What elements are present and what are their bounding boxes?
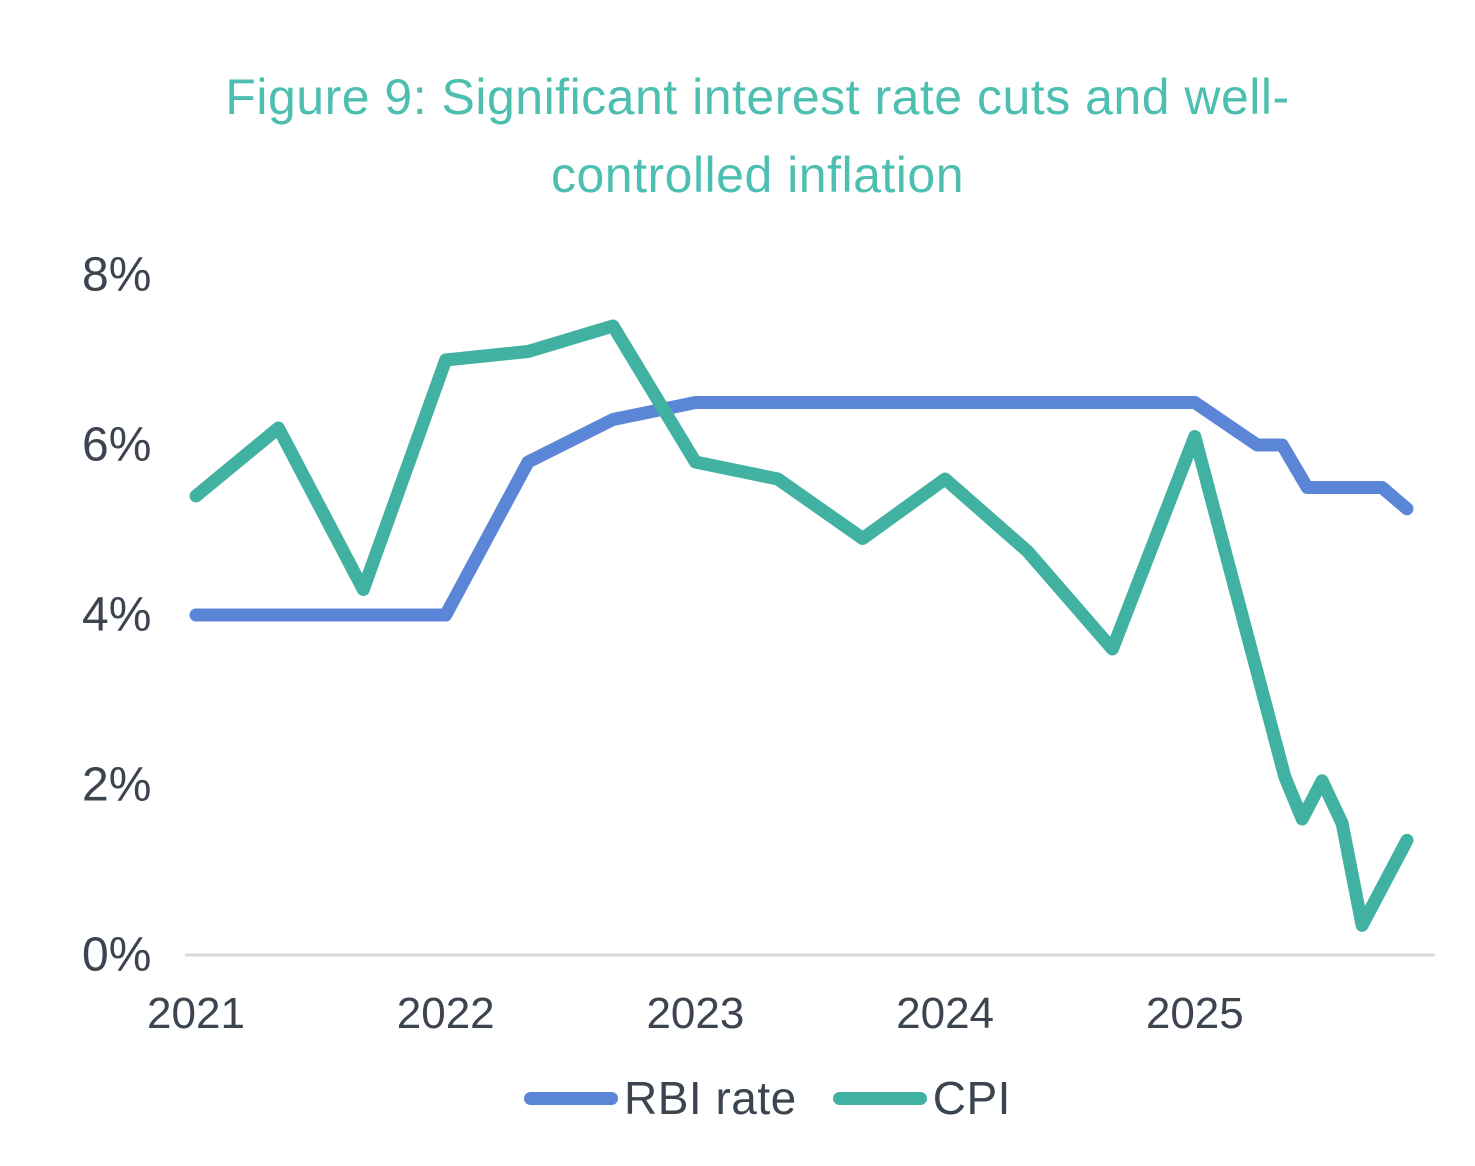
rbi-rate-legend-swatch-icon (524, 1091, 619, 1105)
legend-item-rbi-rate: RBI rate (524, 1071, 797, 1125)
cpi-line (189, 319, 1414, 932)
chart-title-line-2: controlled inflation (550, 147, 965, 203)
chart-legend: RBI rate CPI (30, 1068, 1475, 1128)
x-axis-tick-label-2024: 2024 (896, 989, 994, 1038)
chart-title-line-1: Figure 9: Significant interest rate cuts… (225, 69, 1290, 125)
x-axis-tick-label-2021: 2021 (147, 989, 245, 1038)
legend-label-cpi: CPI (932, 1072, 1011, 1124)
y-axis-tick-label-0: 0% (82, 929, 151, 982)
legend-item-cpi: CPI (832, 1071, 1011, 1125)
x-axis-tick-label-2023: 2023 (646, 989, 744, 1038)
x-axis-tick-label-2022: 2022 (397, 989, 495, 1038)
legend-label-rbi-rate: RBI rate (624, 1072, 797, 1124)
y-axis-tick-label-2: 2% (82, 759, 151, 812)
x-axis-tick-label-2025: 2025 (1146, 989, 1244, 1038)
cpi-legend-swatch-icon (832, 1091, 927, 1105)
chart-title: Figure 9: Significant interest rate cuts… (20, 58, 1475, 214)
y-axis-tick-label-8: 8% (82, 249, 151, 302)
y-axis-tick-label-4: 4% (82, 589, 151, 642)
rbi-rate-line (189, 396, 1414, 622)
y-axis-tick-label-6: 6% (82, 419, 151, 472)
